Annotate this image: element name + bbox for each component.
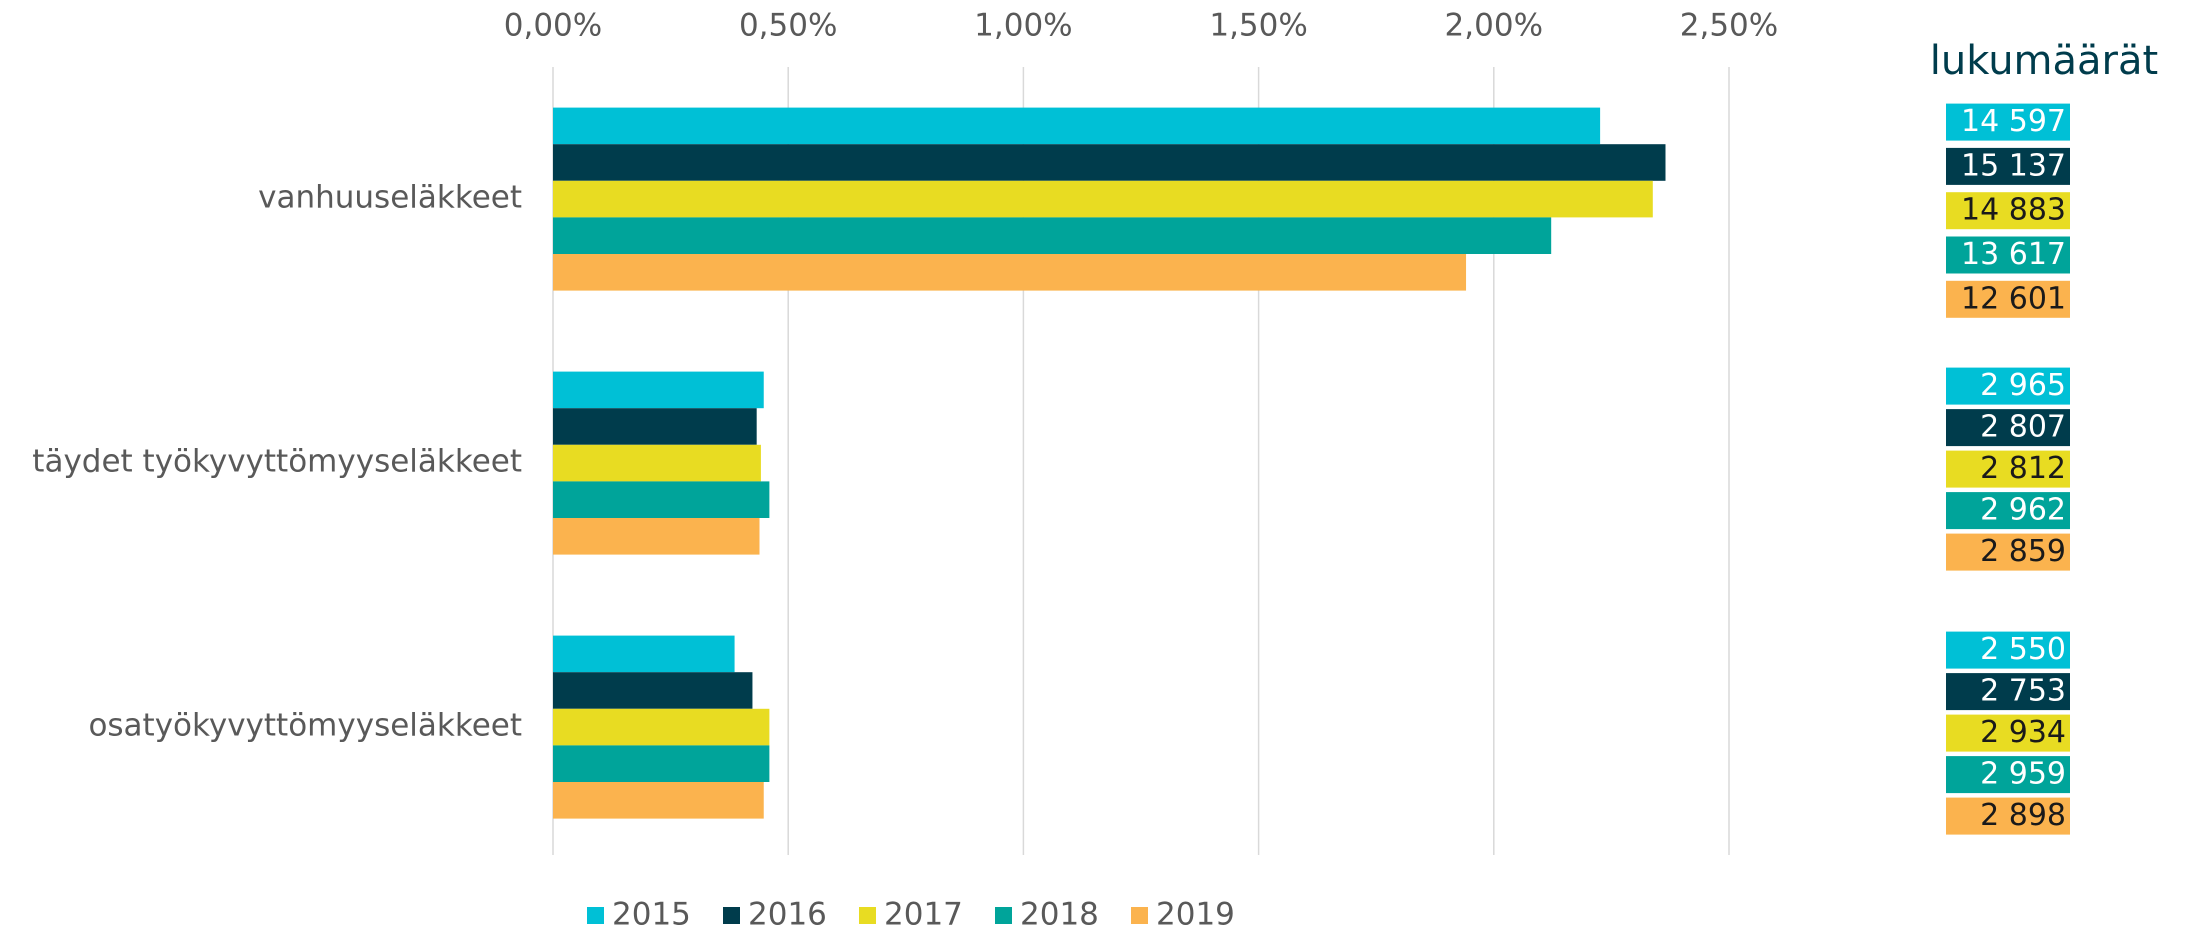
count-label: 2 812: [1980, 451, 2066, 486]
legend-swatch: [1131, 907, 1148, 924]
category-label: osatyökyvyttömyyseläkkeet: [88, 708, 522, 744]
bar: [553, 254, 1467, 291]
category-label: täydet työkyvyttömyyseläkkeet: [32, 444, 522, 480]
count-label: 2 859: [1980, 534, 2066, 569]
count-label: 2 898: [1980, 798, 2066, 833]
count-box: [1946, 236, 2070, 274]
count-box: [1946, 673, 2070, 711]
bar: [553, 408, 757, 445]
x-tick-label: 1,50%: [1209, 8, 1307, 44]
bar: [553, 107, 1601, 145]
count-box: [1946, 492, 2070, 530]
bar: [553, 635, 735, 673]
category-label: vanhuuseläkkeet: [258, 180, 522, 216]
count-label: 2 959: [1980, 757, 2066, 792]
count-box: [1946, 280, 2070, 318]
count-label: 2 550: [1980, 632, 2066, 667]
legend-label: 2015: [612, 897, 691, 930]
x-tick-label: 2,00%: [1445, 8, 1543, 44]
count-box: [1946, 409, 2070, 447]
count-label: 12 601: [1961, 281, 2066, 316]
bar: [553, 672, 753, 709]
count-box: [1946, 147, 2070, 185]
legend-swatch: [723, 907, 740, 924]
bar: [553, 481, 770, 518]
bar: [553, 708, 770, 746]
count-box: [1946, 533, 2070, 571]
legend-label: 2017: [884, 897, 963, 930]
bar: [553, 217, 1552, 254]
counts-title: lukumäärät: [1930, 38, 2158, 84]
bar: [553, 144, 1666, 181]
count-label: 2 934: [1980, 715, 2066, 750]
count-label: 2 962: [1980, 493, 2066, 528]
legend-label: 2016: [748, 897, 827, 930]
legend-swatch: [587, 907, 604, 924]
count-box: [1946, 631, 2070, 669]
legend-swatch: [859, 907, 876, 924]
bar: [553, 518, 760, 555]
count-label: 15 137: [1961, 148, 2066, 183]
legend-label: 2019: [1156, 897, 1235, 930]
count-box: [1946, 192, 2070, 230]
count-box: [1946, 714, 2070, 752]
count-label: 2 753: [1980, 674, 2066, 709]
x-tick-label: 0,00%: [504, 8, 602, 44]
count-box: [1946, 450, 2070, 488]
count-label: 14 597: [1961, 104, 2066, 139]
legend-swatch: [995, 907, 1012, 924]
count-label: 2 965: [1980, 368, 2066, 403]
x-tick-label: 2,50%: [1680, 8, 1778, 44]
bar: [553, 745, 770, 782]
bar: [553, 782, 764, 819]
legend-label: 2018: [1020, 897, 1099, 930]
count-box: [1946, 367, 2070, 405]
count-box: [1946, 103, 2070, 141]
x-tick-label: 0,50%: [739, 8, 837, 44]
count-label: 13 617: [1961, 237, 2066, 272]
bar: [553, 444, 761, 482]
count-label: 14 883: [1961, 193, 2066, 228]
bar: [553, 371, 764, 409]
count-box: [1946, 797, 2070, 835]
bar: [553, 180, 1653, 218]
count-box: [1946, 756, 2070, 794]
x-tick-label: 1,00%: [974, 8, 1072, 44]
count-label: 2 807: [1980, 410, 2066, 445]
